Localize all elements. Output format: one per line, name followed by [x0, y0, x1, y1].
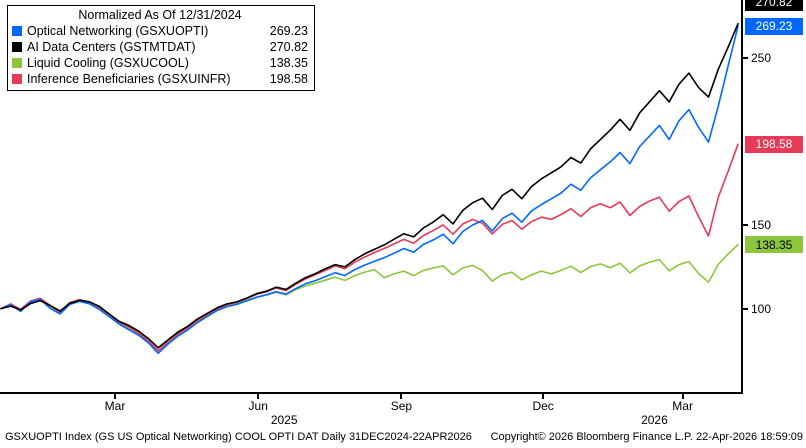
price-label-optical-networking: 269.23: [745, 17, 803, 35]
legend-title: Normalized As Of 12/31/2024: [78, 8, 242, 22]
y-tick-mark-250: [743, 57, 748, 60]
x-tick-label-Dec: Dec: [532, 399, 554, 413]
series-line-liquid-cooling: [0, 243, 739, 353]
x-tick-mark-Mar: [114, 394, 116, 399]
x-tick-mark-Dec: [542, 394, 545, 399]
legend-label: AI Data Centers (GSTMTDAT): [27, 40, 196, 54]
x-tick-mark-Sep: [400, 394, 403, 399]
legend-value: 138.35: [269, 56, 308, 70]
y-tick-label-150: 150: [751, 218, 772, 233]
year-label-2025: 2025: [270, 413, 298, 427]
legend-label: Inference Beneficiaries (GSXUINFR): [27, 72, 231, 86]
legend-value: 270.82: [269, 40, 308, 54]
x-tick-label-Mar: Mar: [672, 399, 693, 413]
footer-copyright-timestamp: Copyright© 2026 Bloomberg Finance L.P. 2…: [490, 431, 803, 443]
x-tick-label-Sep: Sep: [390, 399, 413, 413]
legend-item-liquid-cooling[interactable]: Liquid Cooling (GSXUCOOL) 138.35: [12, 55, 308, 71]
y-axis-line: [741, 0, 743, 394]
series-line-ai-data-centers: [0, 22, 739, 349]
x-axis-line: [0, 392, 743, 394]
legend-item-ai-data-centers[interactable]: AI Data Centers (GSTMTDAT) 270.82: [12, 39, 308, 55]
x-tick-mark-Jun: [257, 394, 260, 399]
legend-item-inference-beneficiaries[interactable]: Inference Beneficiaries (GSXUINFR) 198.58: [12, 71, 308, 87]
liquid-cooling-swatch-icon: [12, 58, 22, 68]
ai-data-centers-swatch-icon: [12, 42, 22, 52]
price-label-ai-data-centers: 270.82: [745, 0, 803, 11]
y-tick-mark-100: [743, 307, 748, 310]
y-tick-mark-150: [743, 224, 748, 227]
optical-networking-swatch-icon: [12, 26, 22, 36]
legend-value: 198.58: [269, 72, 308, 86]
price-label-liquid-cooling: 138.35: [745, 236, 803, 254]
price-label-inference-beneficiaries: 198.58: [745, 135, 803, 153]
legend-value: 269.23: [269, 24, 308, 38]
legend-item-optical-networking[interactable]: Optical Networking (GSXUOPTI) 269.23: [12, 23, 308, 39]
x-tick-label-Jun: Jun: [248, 399, 268, 413]
year-label-2026: 2026: [641, 413, 668, 427]
legend-label: Liquid Cooling (GSXUCOOL): [27, 56, 189, 70]
chart-canvas: [0, 22, 739, 355]
footer-description: GSXUOPTI Index (GS US Optical Networking…: [5, 431, 472, 443]
series-line-optical-networking: [0, 25, 739, 355]
chart-footer: GSXUOPTI Index (GS US Optical Networking…: [5, 431, 803, 443]
chart-plot-area[interactable]: [0, 0, 742, 392]
legend-label: Optical Networking (GSXUOPTI): [27, 24, 209, 38]
x-tick-mark-Mar: [681, 394, 684, 399]
y-tick-label-100: 100: [751, 301, 772, 316]
series-line-inference-beneficiaries: [0, 143, 739, 352]
y-tick-label-250: 250: [751, 51, 772, 66]
inference-beneficiaries-swatch-icon: [12, 74, 22, 84]
x-tick-label-Mar: Mar: [104, 399, 126, 413]
legend-box: Normalized As Of 12/31/2024 Optical Netw…: [7, 5, 315, 91]
legend-items: Optical Networking (GSXUOPTI) 269.23 AI Da…: [12, 23, 308, 87]
